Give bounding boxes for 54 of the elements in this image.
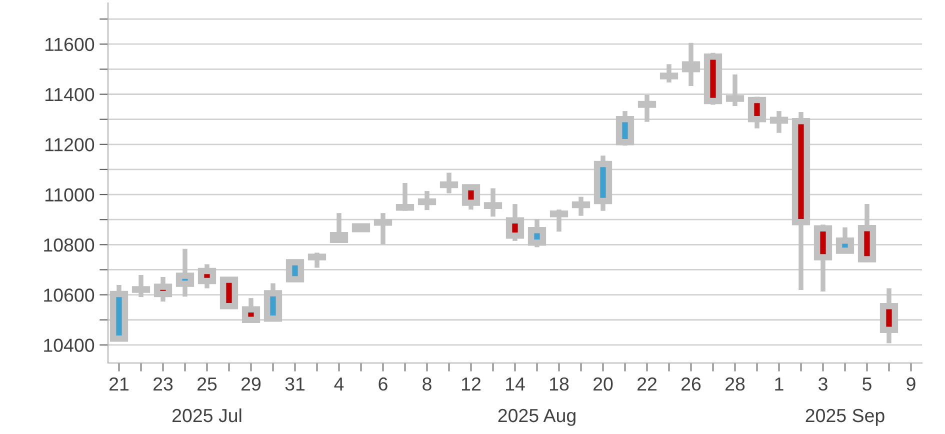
x-tick-label: 1 bbox=[775, 378, 784, 390]
x-tick-label: 26 bbox=[682, 377, 701, 391]
x-tick-label: 29 bbox=[242, 377, 261, 391]
x-tick-label: 12 bbox=[462, 377, 480, 390]
x-tick-label: 5 bbox=[862, 378, 872, 391]
y-tick-label: 10600 bbox=[44, 288, 94, 302]
x-tick-label: 9 bbox=[906, 377, 916, 391]
y-tick-label: 10400 bbox=[44, 338, 94, 352]
candlestick bbox=[308, 252, 326, 268]
candlestick bbox=[440, 172, 458, 194]
y-tick-label: 11600 bbox=[45, 38, 94, 52]
x-tick-label: 4 bbox=[334, 378, 344, 390]
x-tick-label: 6 bbox=[378, 377, 388, 391]
y-tick-label: 10800 bbox=[44, 238, 94, 252]
candlestick bbox=[506, 204, 524, 241]
candlestick bbox=[462, 184, 480, 210]
candlestick bbox=[616, 111, 634, 146]
y-tick-label: 11000 bbox=[45, 188, 94, 202]
candlestick bbox=[682, 42, 700, 86]
candlestick bbox=[374, 213, 392, 244]
candlestick bbox=[484, 188, 502, 217]
candlestick bbox=[748, 96, 766, 128]
x-tick-label: 20 bbox=[594, 377, 613, 391]
x-tick-label: 23 bbox=[154, 377, 173, 391]
candlestick bbox=[396, 183, 414, 211]
candlestick bbox=[418, 191, 436, 210]
candlestick bbox=[726, 74, 744, 106]
candlestick bbox=[528, 219, 546, 248]
candlestick bbox=[154, 277, 172, 302]
text: 2025 Jul bbox=[172, 408, 242, 422]
candlestick bbox=[132, 275, 150, 298]
y-tick-label: 11400 bbox=[45, 88, 94, 102]
x-tick-label: 21 bbox=[110, 377, 129, 390]
x-tick-label: 22 bbox=[638, 377, 656, 390]
x-tick-label: 31 bbox=[285, 377, 305, 391]
candlestick bbox=[330, 213, 348, 244]
text: 2025 Aug bbox=[498, 408, 576, 426]
candlestick bbox=[176, 248, 194, 297]
candlestick bbox=[836, 227, 854, 254]
x-tick-label: 25 bbox=[198, 377, 217, 391]
text: 2025 Sep bbox=[806, 408, 884, 426]
candlestick bbox=[550, 210, 568, 232]
x-tick-label: 8 bbox=[422, 377, 432, 391]
candlestick bbox=[880, 288, 898, 344]
candlestick bbox=[198, 264, 216, 288]
candlestick bbox=[638, 95, 656, 122]
candlestick bbox=[660, 64, 678, 82]
candlestick bbox=[572, 196, 590, 216]
y-tick-label: 11200 bbox=[45, 138, 94, 152]
x-tick-label: 28 bbox=[726, 377, 745, 391]
x-tick-label: 18 bbox=[550, 377, 569, 391]
x-tick-label: 14 bbox=[506, 378, 525, 390]
x-tick-label: 3 bbox=[818, 377, 828, 391]
candlestick bbox=[770, 111, 788, 133]
